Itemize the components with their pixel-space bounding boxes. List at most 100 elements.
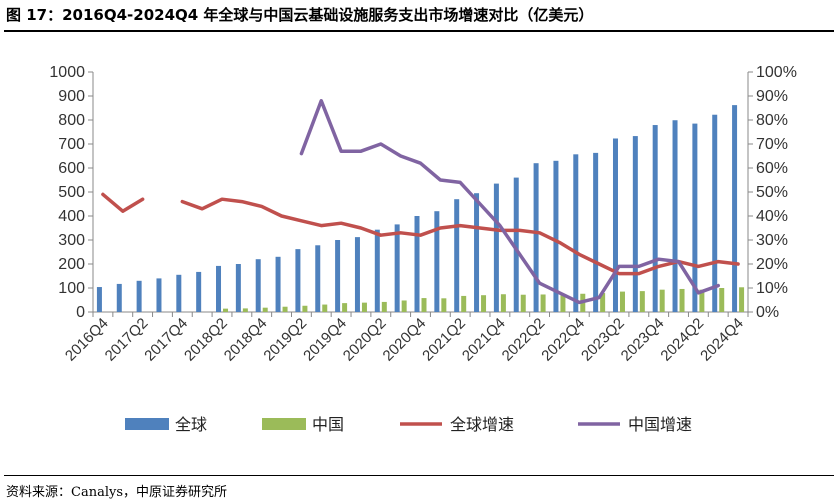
- bar-全球-2021Q1: [434, 211, 440, 312]
- bar-全球-2023Q3: [632, 136, 638, 312]
- y-right-tick-label: 10%: [756, 280, 788, 297]
- bar-全球-2021Q3: [474, 193, 480, 312]
- line-全球增速: [101, 192, 145, 213]
- x-tick-label: 2023Q2: [578, 315, 628, 365]
- x-tick-label: 2024Q2: [657, 315, 707, 365]
- source-rule: [4, 475, 834, 476]
- bar-全球-2024Q2: [692, 123, 698, 312]
- bar-中国-2022Q3: [560, 295, 566, 312]
- y-left-tick-label: 800: [58, 112, 85, 129]
- x-tick-label: 2017Q4: [141, 315, 191, 365]
- y-right-tick-label: 80%: [756, 112, 788, 129]
- x-tick-label: 2016Q4: [62, 315, 112, 365]
- bar-中国-2024Q1: [679, 288, 685, 312]
- y-right-tick-label: 0%: [756, 304, 779, 321]
- bar-全球-2021Q2: [454, 199, 460, 312]
- bar-中国-2021Q2: [461, 295, 467, 312]
- y-left-tick-label: 0: [76, 304, 85, 321]
- x-tick-label: 2021Q4: [459, 315, 509, 365]
- bar-中国-2023Q3: [639, 291, 645, 312]
- bar-全球-2017Q4: [176, 274, 182, 312]
- bar-全球-2023Q2: [612, 138, 618, 312]
- bar-中国-2024Q2: [699, 289, 705, 312]
- bar-全球-2022Q1: [513, 177, 519, 312]
- chart: 0 100 200 300 400 500 600 700 800 900 1000 0% 10% 20%…: [49, 64, 797, 434]
- bar-中国-2019Q1: [282, 306, 288, 312]
- bar-全球-2020Q2: [374, 229, 380, 312]
- bar-中国-2020Q4: [421, 298, 427, 312]
- bar-中国-2024Q4: [739, 287, 745, 312]
- bar-全球-2020Q4: [414, 216, 420, 312]
- x-tick-label: 2018Q2: [181, 315, 231, 365]
- bar-全球-2024Q4: [732, 105, 738, 313]
- bar-全球-2018Q1: [196, 271, 202, 312]
- bar-中国-2019Q3: [322, 304, 328, 312]
- x-tick-label: 2020Q4: [380, 315, 430, 365]
- legend-label-中国: 中国: [312, 415, 344, 434]
- bar-全球-2023Q1: [593, 152, 599, 312]
- bar-中国-2023Q2: [619, 291, 625, 312]
- bar-中国-2023Q4: [659, 289, 665, 312]
- bar-中国-2019Q4: [342, 303, 348, 312]
- y-right-tick-label: 60%: [756, 160, 788, 177]
- y-left-tick-label: 300: [58, 232, 85, 249]
- source-note: 资料来源：Canalys，中原证券研究所: [6, 485, 227, 500]
- bar-全球-2024Q3: [712, 114, 718, 312]
- bar-全球-2019Q3: [315, 245, 321, 312]
- bar-全球-2017Q1: [116, 283, 122, 312]
- legend-label-中国增速: 中国增速: [628, 415, 692, 434]
- bar-全球-2019Q2: [295, 249, 301, 312]
- y-left-tick-label: 900: [58, 88, 85, 105]
- bar-中国-2022Q2: [540, 294, 546, 312]
- title-rule: [4, 30, 834, 32]
- y-left-tick-label: 700: [58, 136, 85, 153]
- y-right-tick-label: 50%: [756, 184, 788, 201]
- legend-label-全球: 全球: [175, 415, 207, 434]
- x-tick-label: 2024Q4: [697, 315, 747, 365]
- bar-全球-2023Q4: [652, 125, 658, 312]
- bar-中国-2020Q1: [361, 302, 367, 312]
- line-中国增速: [299, 99, 720, 305]
- bar-中国-2018Q2: [223, 308, 229, 312]
- y-right-tick-label: 70%: [756, 136, 788, 153]
- bar-全球-2020Q1: [354, 237, 360, 312]
- legend-swatch-全球: [125, 418, 169, 430]
- bar-全球-2024Q1: [672, 120, 678, 313]
- bar-全球-2018Q2: [216, 265, 222, 312]
- y-right-tick-label: 40%: [756, 208, 788, 225]
- x-tick-label: 2023Q4: [618, 315, 668, 365]
- bar-全球-2021Q4: [493, 183, 499, 312]
- y-left-tick-label: 600: [58, 160, 85, 177]
- x-tick-label: 2019Q4: [300, 315, 350, 365]
- x-tick-label: 2019Q2: [260, 315, 310, 365]
- y-right-tick-label: 20%: [756, 256, 788, 273]
- bar-全球-2018Q4: [255, 259, 261, 312]
- bar-全球-2019Q1: [275, 256, 281, 312]
- x-tick-label: 2017Q2: [102, 315, 152, 365]
- bar-中国-2022Q1: [520, 294, 526, 312]
- y-right-tick-label: 90%: [756, 88, 788, 105]
- y-left-tick-label: 500: [58, 184, 85, 201]
- y-left-tick-label: 400: [58, 208, 85, 225]
- bar-中国-2021Q1: [441, 298, 447, 312]
- bar-中国-2018Q4: [262, 307, 268, 312]
- x-tick-label: 2020Q2: [340, 315, 390, 365]
- chart-title: 图 17：2016Q4-2024Q4 年全球与中国云基础设施服务支出市场增速对比…: [6, 6, 594, 24]
- y-left-tick-label: 100: [58, 280, 85, 297]
- x-tick-label: 2022Q4: [538, 315, 588, 365]
- line-全球增速: [180, 197, 740, 276]
- bar-全球-2017Q2: [136, 280, 142, 312]
- y-left-tick-label: 1000: [49, 64, 85, 81]
- bar-全球-2022Q4: [573, 154, 579, 312]
- bar-中国-2021Q4: [500, 294, 506, 312]
- y-right-tick-label: 100%: [756, 64, 797, 81]
- bar-全球-2016Q4: [96, 287, 102, 312]
- legend-swatch-中国: [262, 418, 306, 430]
- bar-中国-2021Q3: [481, 295, 487, 312]
- bar-中国-2018Q3: [242, 308, 248, 312]
- y-right-tick-label: 30%: [756, 232, 788, 249]
- bar-全球-2020Q3: [394, 224, 400, 312]
- legend-label-全球增速: 全球增速: [450, 415, 514, 434]
- x-tick-label: 2021Q2: [419, 315, 469, 365]
- bar-全球-2019Q4: [335, 240, 341, 312]
